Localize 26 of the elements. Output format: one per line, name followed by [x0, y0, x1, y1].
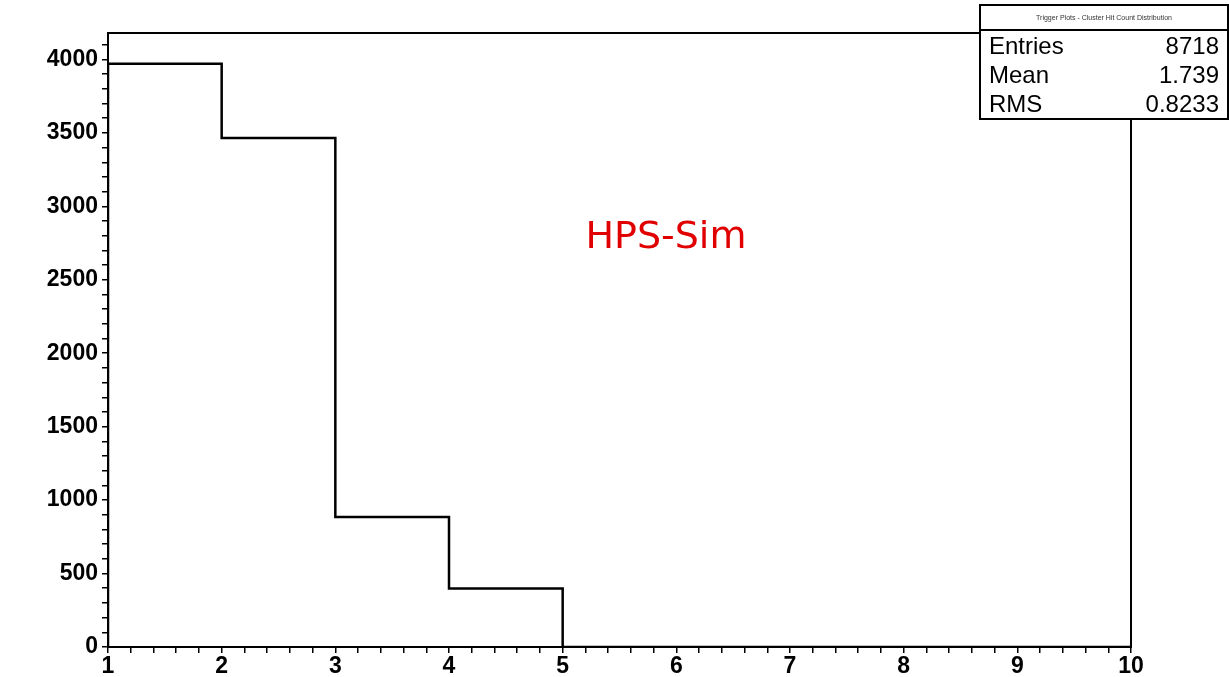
x-tick-label: 2	[215, 652, 229, 677]
text: 0.8233	[1145, 89, 1219, 118]
y-tick-label: 3000	[46, 191, 98, 218]
annotation: HPS-Sim	[585, 213, 747, 257]
x-tick-label: 6	[669, 652, 683, 677]
y-tick-label: 1000	[46, 485, 98, 512]
y-tick-label: 3500	[46, 118, 98, 145]
text: 1.739	[1158, 60, 1219, 89]
x-tick-label: 4	[442, 652, 456, 677]
y-tick-label: 4000	[46, 44, 98, 71]
x-tick-label: 1	[101, 652, 115, 677]
y-tick-label: 2500	[46, 265, 98, 292]
annotation: Mean	[989, 60, 1050, 89]
annotation: Entries	[989, 31, 1064, 60]
x-tick-label: 9	[1010, 652, 1024, 677]
annotation: RMS	[989, 89, 1043, 118]
y-tick-label: 2000	[46, 338, 98, 365]
x-tick-label: 7	[783, 652, 797, 677]
x-tick-label: 10	[1118, 652, 1144, 677]
x-tick-label: 5	[556, 652, 570, 677]
y-tick-label: 0	[85, 632, 98, 659]
text: 8718	[1165, 31, 1219, 60]
x-tick-label: 8	[897, 652, 911, 677]
y-tick-label: 500	[59, 558, 98, 585]
x-tick-label: 3	[328, 652, 342, 677]
y-tick-label: 1500	[46, 412, 98, 439]
